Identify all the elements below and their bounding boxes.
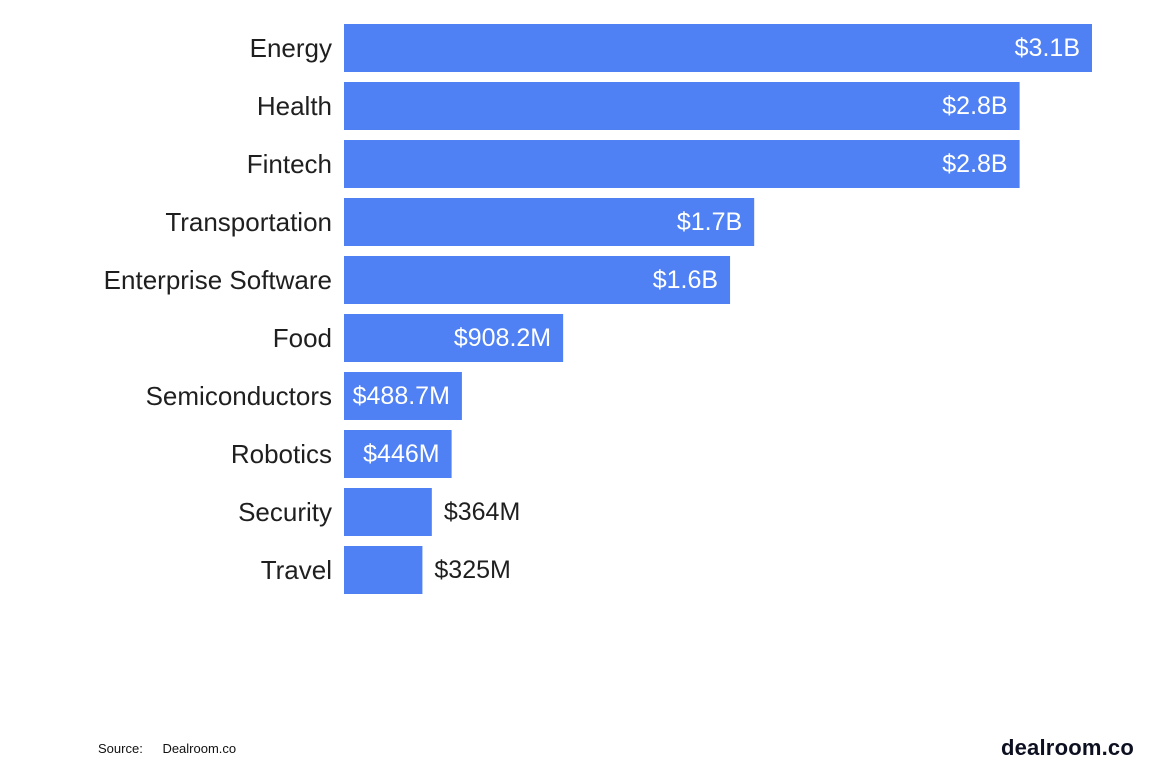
value-label-travel: $325M xyxy=(434,556,510,584)
bar-chart: Energy $3.1B Health $2.8B Fintech $2.8B Transp… xyxy=(104,24,1092,594)
bar-semiconductors xyxy=(344,372,462,420)
value-label-energy: $3.1B xyxy=(1015,34,1080,62)
category-label-robotics: Robotics xyxy=(231,439,332,469)
category-label-food: Food xyxy=(273,323,332,353)
bar-security xyxy=(344,488,432,536)
bar-travel xyxy=(344,546,423,594)
category-label-security: Security xyxy=(238,497,332,527)
value-label-security: $364M xyxy=(444,498,520,526)
category-label-semiconductors: Semiconductors xyxy=(146,381,332,411)
value-label-robotics: $446M xyxy=(363,440,439,468)
category-label-energy: Energy xyxy=(250,33,332,63)
bar-transportation xyxy=(344,198,755,246)
value-label-food: $908.2M xyxy=(454,324,551,352)
value-label-fintech: $2.8B xyxy=(942,150,1007,178)
bar-robotics xyxy=(344,430,452,478)
bar-enterprise-software xyxy=(344,256,731,304)
bar-food xyxy=(344,314,564,362)
bar-fintech xyxy=(344,140,1020,188)
category-label-travel: Travel xyxy=(261,555,332,585)
category-label-fintech: Fintech xyxy=(247,149,332,179)
value-label-semiconductors: $488.7M xyxy=(353,382,450,410)
value-label-transportation: $1.7B xyxy=(677,208,742,236)
value-label-enterprise-software: $1.6B xyxy=(653,266,718,294)
source-value: Dealroom.co xyxy=(162,741,237,756)
source-note: Source: Dealroom.co xyxy=(98,741,236,756)
category-label-health: Health xyxy=(257,91,332,121)
category-label-transportation: Transportation xyxy=(165,207,332,237)
value-label-health: $2.8B xyxy=(942,92,1007,120)
source-key: Source: xyxy=(98,741,143,756)
brand-logo: dealroom.co xyxy=(1000,735,1134,760)
category-label-enterprise-software: Enterprise Software xyxy=(104,265,332,295)
bar-energy xyxy=(344,24,1092,72)
bar-health xyxy=(344,82,1020,130)
